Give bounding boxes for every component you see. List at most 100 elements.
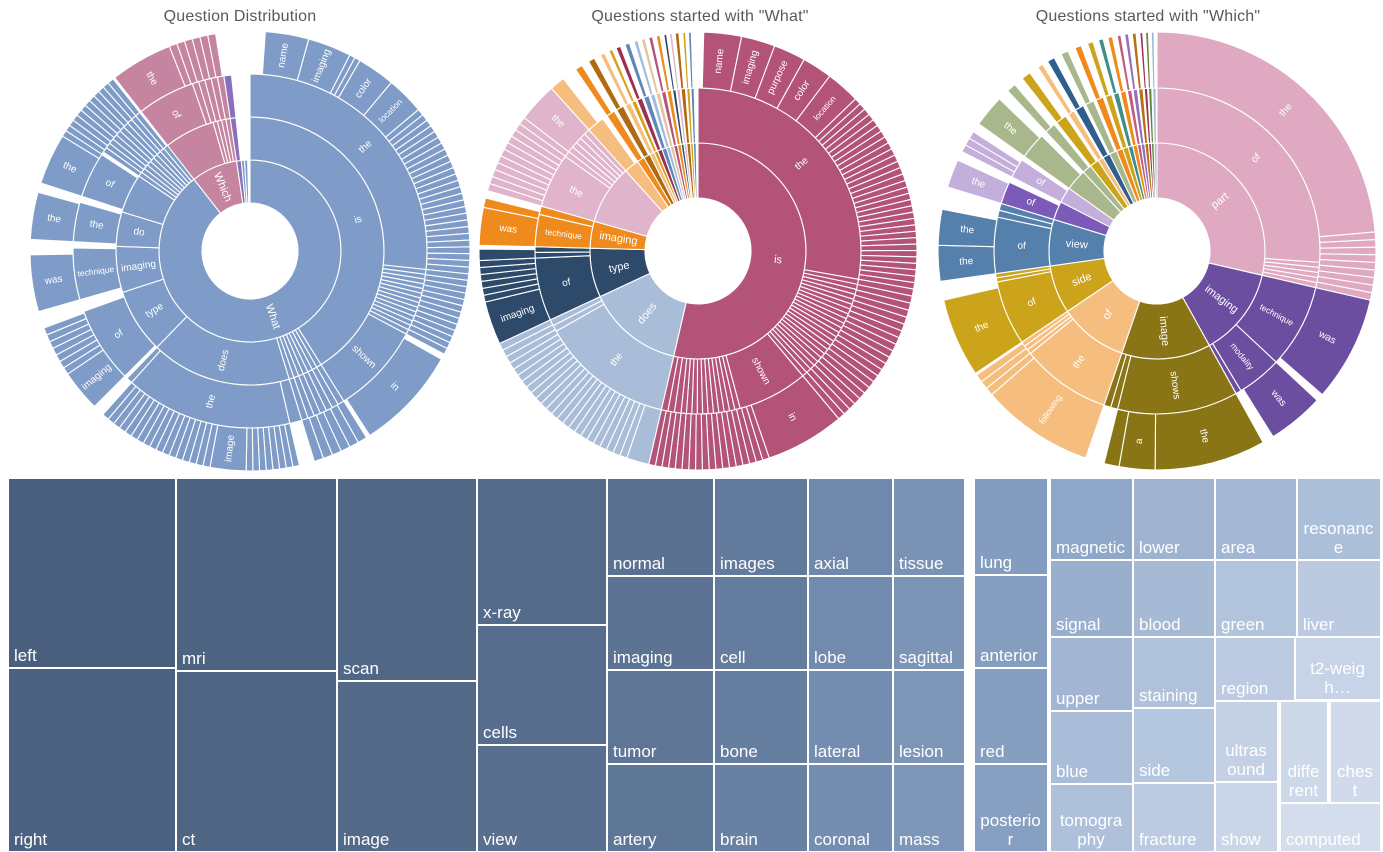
treemap-cell-blood: blood [1133,560,1215,637]
sunburst-segment [102,381,137,420]
treemap-cell-t2-weigh…: t2-weigh… [1295,637,1381,700]
treemap-cell-label: brain [720,829,758,849]
sunburst-segment-the [937,208,998,248]
sunburst-questions-started-with-what: isdoestypeimagingtheshowntheoftechniquet… [478,31,918,471]
sunburst-segment [608,48,636,103]
sunburst-segment [599,52,630,106]
treemap-cell-label: t2-weigh… [1310,658,1365,697]
treemap-cell-tumor: tumor [607,670,714,764]
treemap-cell-label: scan [343,658,379,678]
sunburst-segment [687,31,694,89]
treemap-cell-label: blood [1139,614,1181,634]
treemap-cell-region: region [1215,637,1295,701]
sunburst-label-shows: shows [1167,371,1182,401]
sunburst-segment [43,312,88,336]
sunburst-label-technique: technique [77,264,115,279]
sunburst-segment [107,78,141,117]
treemap-cell-mass: mass [893,764,965,852]
sunburst-segment [426,246,471,255]
treemap-cell-label: right [14,829,48,849]
sunburst-segment [655,34,671,92]
sunburst-segment [624,42,648,99]
sunburst-label-was: was [498,223,518,236]
treemap-cell-artery: artery [607,764,714,852]
sunburst-segment [478,248,536,262]
sunburst-label-does: does [216,349,232,373]
treemap-cell-axial: axial [808,478,893,576]
treemap-cell-label: tomography [1059,810,1123,849]
sunburst-label-image: image [1157,316,1172,347]
treemap-cell-images: images [714,478,808,576]
treemap-cell-label: posterior [980,810,1041,849]
treemap-cell-label: area [1221,537,1256,557]
treemap-cell-label: mri [182,648,206,668]
sunburst-segment [633,39,654,96]
treemap-cell-mri: mri [176,478,337,671]
sunburst-segment [682,31,690,89]
sunburst-segment [860,243,918,252]
sunburst-segment [1116,34,1131,92]
sunburst-questions-started-with-which: partimagingimageofsideviewoftechniquemod… [937,31,1377,471]
sunburst-segment [968,130,1022,168]
sunburst-label-do: do [133,226,146,239]
treemap-cell-view: view [477,745,607,852]
sunburst-segment-the [942,287,1023,375]
treemap-cell-computed: computed [1280,803,1381,852]
treemap-cell-label: computed [1286,829,1361,849]
treemap-cell-label: left [14,645,37,665]
treemap-cell-show: show [1215,782,1278,852]
sunburst-label-imaging: imaging [120,259,156,275]
treemap-cell-left: left [8,478,176,668]
treemap-cell-label: lesion [899,741,944,761]
sunburst-segment [1103,408,1130,468]
treemap-cell-label: view [483,829,518,849]
sunburst-segment [587,57,622,111]
sunburst-segment-What [158,159,342,343]
sunburst-label-was: was [43,274,63,288]
treemap-cell-label: magnetic [1056,537,1125,557]
treemap-cell-label: images [720,553,775,573]
treemap-cell-label: region [1221,678,1269,698]
treemap-cell-ultrasound: ultrasound [1215,701,1278,782]
treemap-cell-upper: upper [1050,637,1133,711]
sunburst-segment-in [345,337,443,437]
treemap-cell-lobe: lobe [808,576,893,670]
treemap-cell-label: ultrasound [1225,740,1267,779]
sunburst-segment [1074,44,1102,101]
sunburst-label-image: image [223,434,237,463]
treemap-cell-cell: cell [714,576,808,670]
treemap-cell-scan: scan [337,478,477,681]
treemap-cell-label: bone [720,741,758,761]
treemap-cell-label: signal [1056,614,1101,634]
treemap-cell-label: x-ray [483,602,521,622]
treemap-cell-tissue: tissue [893,478,965,576]
sunburst-label-name: name [713,48,727,75]
sunburst-label-the: the [973,319,991,335]
sunburst-segment [405,328,448,356]
treemap-cell-right: right [8,668,176,852]
treemap-cell-image: image [337,681,477,852]
treemap-cell-blue: blue [1050,711,1133,784]
sunburst-label-the: the [61,160,79,176]
sunburst-label-the: the [960,224,975,236]
sunburst-segment-the [29,191,81,243]
sunburst-label-the: the [970,176,987,191]
treemap-cell-imaging: imaging [607,576,714,670]
sunburst-segment [663,33,676,91]
treemap-cell-fracture: fracture [1133,783,1215,852]
treemap-cell-label: ct [182,829,196,849]
sunburst-label-is: is [353,214,363,227]
sunburst-segment [1060,50,1092,106]
treemap-cell-label: cell [720,647,746,667]
treemap-cell-label: blue [1056,761,1089,781]
sunburst-segment [550,77,599,131]
sunburst-segment [301,417,325,463]
sunburst-segment [615,45,641,101]
word-treemap: left right mri ct scan image x-ray cells view nor… [8,478,1381,852]
sunburst-segment [1046,56,1082,111]
treemap-cell-posterior: posterior [974,764,1048,852]
sunburst-segment [648,36,665,93]
sunburst-label-of: of [561,277,572,290]
treemap-cell-sagittal: sagittal [893,576,965,670]
